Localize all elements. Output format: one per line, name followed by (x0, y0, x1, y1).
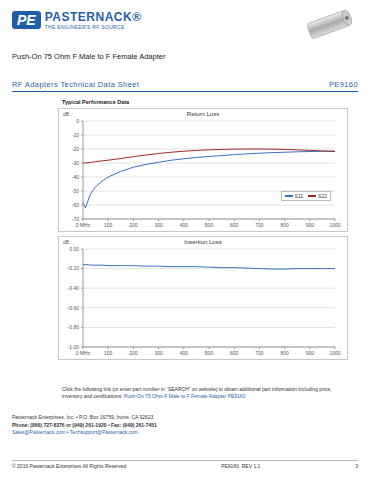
svg-text:-70: -70 (72, 216, 79, 222)
svg-text:300: 300 (154, 222, 163, 228)
svg-text:1000: 1000 (329, 350, 340, 356)
svg-text:0 MHz: 0 MHz (76, 222, 91, 228)
html-text:S11: S11 (294, 193, 304, 199)
html-text:THE ENGINEER'S RF SOURCE: THE ENGINEER'S RF SOURCE (44, 24, 125, 30)
svg-text:200: 200 (129, 222, 138, 228)
svg-text:0.00: 0.00 (69, 246, 79, 252)
svg-text:900: 900 (306, 350, 315, 356)
svg-text:-0.60: -0.60 (68, 305, 80, 311)
html-text:Typical Performance Data: Typical Performance Data (62, 99, 130, 105)
svg-text:800: 800 (280, 222, 289, 228)
svg-text:-60: -60 (72, 202, 79, 208)
svg-text:-0.20: -0.20 (68, 265, 80, 271)
html-text:Pasternack Enterprises, Inc. •: Pasternack Enterprises, Inc. • P.O. Box … (12, 414, 154, 420)
html-text:PE: PE (17, 12, 36, 28)
svg-text:500: 500 (205, 350, 214, 356)
html-text:RF Adapters Technical Data She: RF Adapters Technical Data Sheet (12, 80, 140, 89)
html-text:Push-On 75 Ohm F Male to F Fem: Push-On 75 Ohm F Male to F Female Adapte… (12, 52, 166, 61)
html-text:S22: S22 (318, 193, 327, 199)
svg-text:300: 300 (154, 350, 163, 356)
svg-text:-10: -10 (72, 132, 79, 138)
svg-text:500: 500 (205, 222, 214, 228)
html-text:3: 3 (355, 463, 358, 469)
html-text:PE9160 REV 1.1: PE9160 REV 1.1 (221, 463, 261, 469)
svg-text:700: 700 (255, 350, 264, 356)
html-text:dB: dB (63, 111, 70, 117)
svg-text:700: 700 (255, 222, 264, 228)
svg-text:-0.80: -0.80 (68, 324, 80, 330)
html-text:PASTERNACK®: PASTERNACK® (44, 10, 142, 24)
svg-text:-40: -40 (72, 174, 79, 180)
svg-text:-20: -20 (72, 146, 79, 152)
html-text:PE9160: PE9160 (328, 80, 358, 89)
html-text:Phone: (866) 727-8376 or (949): Phone: (866) 727-8376 or (949) 261-1920 … (12, 421, 157, 428)
svg-text:600: 600 (230, 350, 239, 356)
svg-text:1000: 1000 (329, 222, 340, 228)
svg-text:100: 100 (104, 222, 113, 228)
html-text:Return Loss: Return Loss (186, 111, 220, 117)
svg-text:400: 400 (180, 350, 189, 356)
svg-text:800: 800 (280, 350, 289, 356)
svg-text:0: 0 (76, 118, 79, 124)
svg-text:-30: -30 (72, 160, 79, 166)
html-text:© 2016 Pasternack Enterprises: © 2016 Pasternack Enterprises All Rights… (12, 463, 127, 469)
svg-text:0 MHz: 0 MHz (76, 350, 91, 356)
html-text:Insertion Loss: Insertion Loss (184, 239, 222, 245)
svg-text:100: 100 (104, 350, 113, 356)
svg-text:900: 900 (306, 222, 315, 228)
svg-text:400: 400 (180, 222, 189, 228)
svg-text:600: 600 (230, 222, 239, 228)
svg-text:200: 200 (129, 350, 138, 356)
html-text:Sales@Pasternack.com • Techsup: Sales@Pasternack.com • Techsupport@Paste… (12, 429, 138, 435)
svg-text:-50: -50 (72, 188, 79, 194)
html-text:dB: dB (63, 239, 70, 245)
svg-text:-0.40: -0.40 (68, 285, 80, 291)
html-text:Click the following link (or e: Click the following link (or enter part … (62, 386, 332, 399)
svg-text:-1.00: -1.00 (68, 344, 80, 350)
